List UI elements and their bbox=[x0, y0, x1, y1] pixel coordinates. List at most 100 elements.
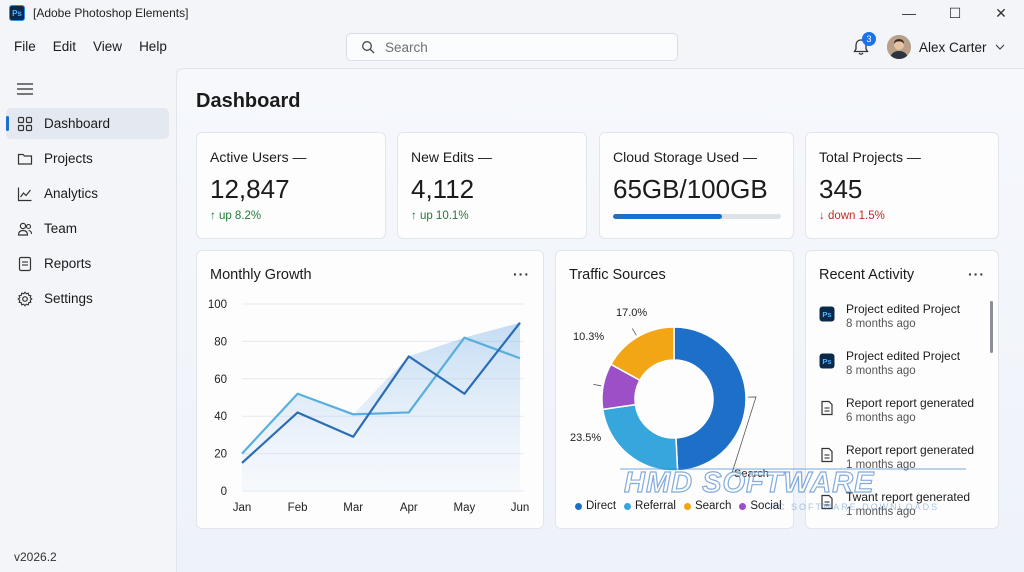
app-header: File Edit View Help 3 Alex Carter bbox=[0, 26, 1024, 68]
sidebar-item-label: Settings bbox=[44, 291, 93, 306]
document-icon bbox=[821, 447, 833, 463]
x-tick-label: Mar bbox=[343, 502, 363, 514]
list-item[interactable]: Ps Project edited Project 8 months ago bbox=[818, 349, 988, 389]
hamburger-menu-icon[interactable] bbox=[17, 82, 33, 96]
stat-label: Cloud Storage Used — bbox=[613, 149, 757, 165]
analytics-icon bbox=[17, 187, 32, 201]
sidebar-item-analytics[interactable]: Analytics bbox=[6, 178, 169, 209]
search-icon bbox=[362, 41, 375, 54]
document-icon bbox=[821, 494, 833, 510]
stat-trend: ↓ down 1.5% bbox=[819, 210, 885, 222]
stat-label: New Edits — bbox=[411, 149, 492, 165]
svg-text:Ps: Ps bbox=[822, 310, 831, 319]
sidebar-item-projects[interactable]: Projects bbox=[6, 143, 169, 174]
document-icon bbox=[821, 400, 833, 416]
list-item[interactable]: Report report generated 6 months ago bbox=[818, 396, 988, 436]
stat-value: 4,112 bbox=[411, 174, 475, 204]
folder-icon bbox=[17, 153, 33, 165]
storage-progress-fill bbox=[613, 214, 723, 219]
series-line-1 bbox=[241, 336, 521, 455]
more-options-button[interactable]: ··· bbox=[513, 266, 530, 282]
minimize-button[interactable]: — bbox=[886, 0, 932, 26]
menu-help[interactable]: Help bbox=[139, 39, 167, 54]
activity-time: 8 months ago bbox=[846, 318, 916, 330]
sidebar-item-label: Team bbox=[44, 221, 78, 236]
menu-view[interactable]: View bbox=[93, 39, 123, 54]
sidebar-item-team[interactable]: Team bbox=[6, 213, 169, 244]
sidebar-item-dashboard[interactable]: Dashboard bbox=[6, 108, 169, 139]
photoshop-icon: Ps bbox=[819, 306, 835, 322]
slice-label: 17.0% bbox=[616, 307, 647, 319]
window-controls: — ☐ ✕ bbox=[886, 0, 1024, 26]
x-tick-label: Feb bbox=[288, 502, 308, 514]
legend-dot bbox=[624, 502, 632, 510]
stat-trend: ↑ up 8.2% bbox=[210, 210, 262, 222]
user-avatar-icon bbox=[887, 35, 911, 59]
stat-label: Total Projects — bbox=[819, 149, 921, 165]
chevron-down-icon[interactable] bbox=[994, 41, 1006, 53]
close-button[interactable]: ✕ bbox=[978, 0, 1024, 26]
window-title: [Adobe Photoshop Elements] bbox=[33, 6, 189, 20]
monthly-growth-card: Monthly Growth ··· 0 20 40 60 80 100 Jan Feb Mar… bbox=[196, 250, 544, 529]
search-input[interactable] bbox=[385, 39, 665, 55]
menu-edit[interactable]: Edit bbox=[52, 39, 77, 54]
sidebar-item-label: Projects bbox=[44, 151, 93, 166]
stat-card-active-users: Active Users — 12,847 ↑ up 8.2% bbox=[196, 132, 386, 239]
legend-item-referral: Referral bbox=[624, 500, 676, 512]
stat-card-total-projects: Total Projects — 345 ↓ down 1.5% bbox=[805, 132, 999, 239]
chart-legend: Direct Referral Search Social bbox=[575, 500, 790, 512]
sidebar-item-settings[interactable]: Settings bbox=[6, 283, 169, 314]
legend-label: Social bbox=[750, 500, 782, 512]
slice-leader-line bbox=[631, 328, 637, 336]
traffic-sources-chart: Search 23.5% 10.3% 17.0% bbox=[570, 307, 769, 480]
activity-scrollbar[interactable] bbox=[990, 301, 993, 353]
list-item[interactable]: Twant report generated 1 months ago bbox=[818, 490, 988, 528]
sidebar-item-reports[interactable]: Reports bbox=[6, 248, 169, 279]
activity-title: Twant report generated bbox=[846, 490, 971, 504]
legend-item-search: Search bbox=[683, 500, 732, 512]
card-title: Monthly Growth bbox=[210, 267, 312, 283]
activity-title: Report report generated bbox=[846, 443, 975, 457]
search-box[interactable] bbox=[346, 33, 678, 61]
avatar[interactable] bbox=[887, 35, 911, 59]
card-title: Traffic Sources bbox=[569, 267, 666, 283]
activity-title: Project edited Project bbox=[846, 349, 961, 363]
close-icon: ✕ bbox=[995, 4, 1007, 21]
y-tick-label: 100 bbox=[208, 299, 227, 311]
version-label: v2026.2 bbox=[14, 550, 57, 564]
area-fill bbox=[242, 322, 520, 491]
activity-time: 8 months ago bbox=[846, 365, 916, 377]
notification-badge: 3 bbox=[862, 32, 876, 46]
photoshop-app-icon: Ps bbox=[9, 5, 25, 21]
menu-bar: File Edit View Help bbox=[14, 39, 184, 54]
legend-dot bbox=[683, 502, 691, 510]
stat-trend: ↑ up 10.1% bbox=[411, 210, 469, 222]
legend-item-social: Social bbox=[739, 500, 782, 512]
list-item[interactable]: Ps Project edited Project 8 months ago bbox=[818, 302, 988, 342]
maximize-button[interactable]: ☐ bbox=[932, 0, 978, 26]
slice-label: 23.5% bbox=[570, 432, 601, 444]
list-item[interactable]: Report report generated 1 months ago bbox=[818, 443, 988, 483]
stat-value: 345 bbox=[819, 174, 863, 204]
legend-label: Direct bbox=[586, 500, 617, 512]
activity-title: Report report generated bbox=[846, 396, 975, 410]
pie-slice-referral bbox=[601, 403, 679, 472]
activity-time: 1 months ago bbox=[846, 506, 916, 518]
svg-text:Ps: Ps bbox=[822, 357, 831, 366]
minimize-icon: — bbox=[902, 5, 916, 21]
more-options-button[interactable]: ··· bbox=[968, 266, 985, 282]
slice-label: 10.3% bbox=[573, 331, 604, 343]
monthly-growth-chart: 0 20 40 60 80 100 Jan Feb Mar Apr May Jun bbox=[208, 299, 530, 514]
x-tick-label: Jun bbox=[511, 502, 530, 514]
user-name[interactable]: Alex Carter bbox=[919, 40, 987, 55]
menu-file[interactable]: File bbox=[14, 39, 36, 54]
pie-slice-search bbox=[609, 326, 675, 382]
stat-card-new-edits: New Edits — 4,112 ↑ up 10.1% bbox=[397, 132, 587, 239]
stat-value: 65GB/100GB bbox=[613, 174, 768, 204]
reports-icon bbox=[18, 256, 32, 271]
legend-label: Search bbox=[694, 500, 732, 512]
y-tick-label: 60 bbox=[214, 374, 227, 386]
storage-progress-bar bbox=[613, 214, 781, 219]
x-tick-label: Jan bbox=[233, 502, 252, 514]
stat-label: Active Users — bbox=[210, 149, 307, 165]
